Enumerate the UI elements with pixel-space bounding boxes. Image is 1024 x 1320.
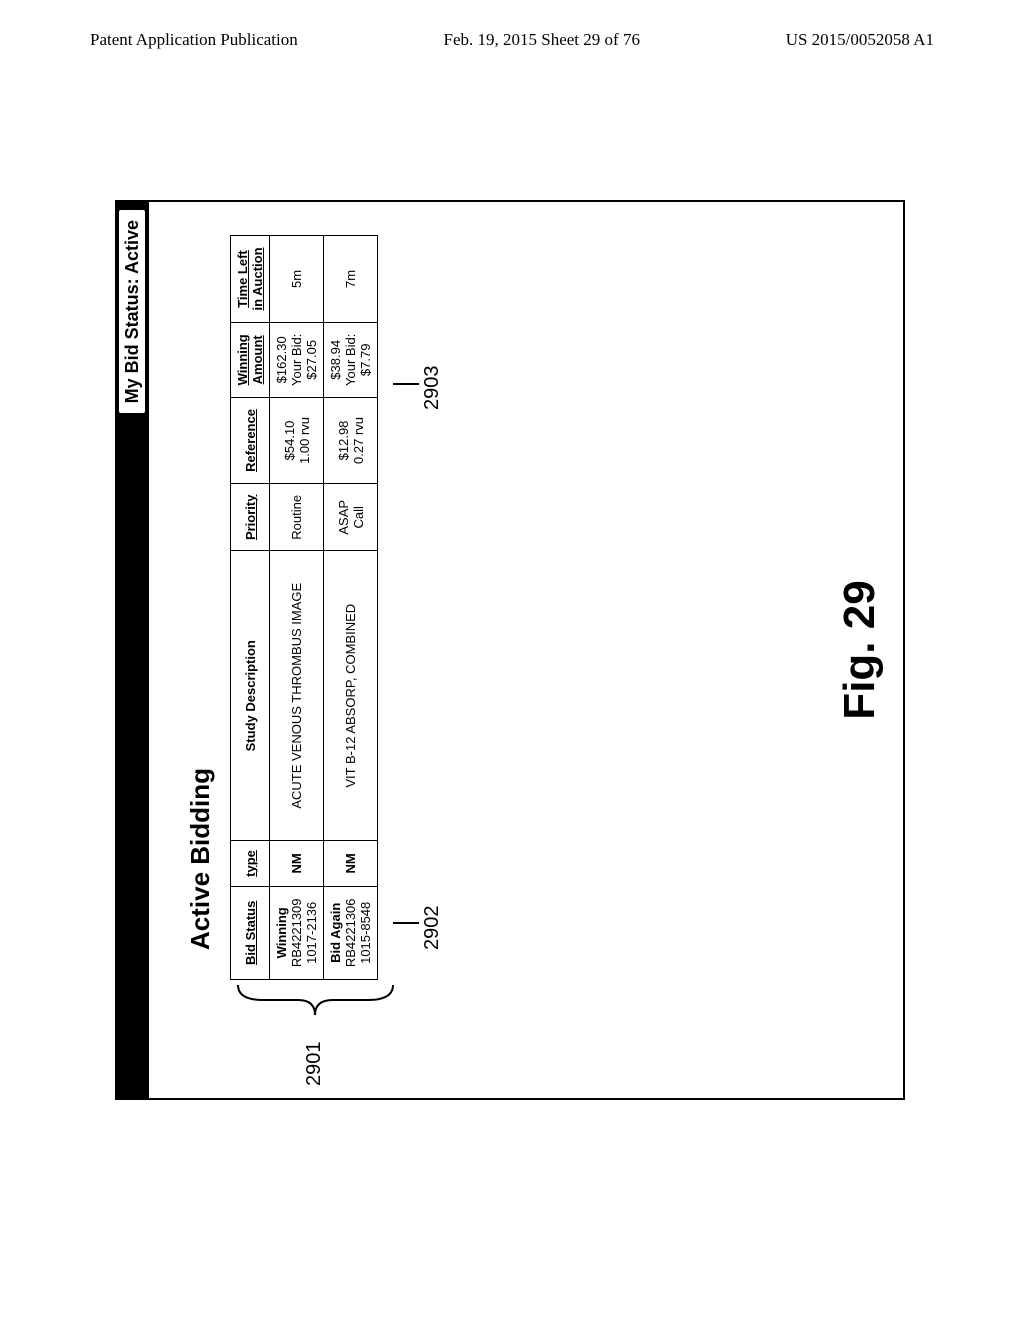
pub-number: US 2015/0052058 A1 [786, 30, 934, 50]
figure-caption: Fig. 29 [835, 200, 885, 1100]
bid-table: Bid Status type Study Description Priori… [230, 235, 378, 980]
leader-line-2903 [393, 383, 419, 385]
table-row: Bid Again RB4221306 1015-8548 NM VIT B-1… [324, 236, 378, 980]
callout-2901: 2901 [303, 1042, 326, 1087]
status-bar: My Bid Status: Active [115, 200, 149, 1100]
cell-reference: $54.10 1.00 rvu [270, 397, 324, 484]
table-row: Winning RB4221309 1017-2136 NM ACUTE VEN… [270, 236, 324, 980]
col-type: type [231, 841, 270, 886]
col-bid-status: Bid Status [231, 886, 270, 979]
col-priority: Priority [231, 484, 270, 551]
cell-bid-status: Bid Again RB4221306 1015-8548 [324, 886, 378, 979]
cell-priority: Routine [270, 484, 324, 551]
cell-timeleft: 5m [270, 236, 324, 323]
col-reference: Reference [231, 397, 270, 484]
date-sheet: Feb. 19, 2015 Sheet 29 of 76 [444, 30, 640, 50]
cell-priority: ASAP Call [324, 484, 378, 551]
pub-label: Patent Application Publication [90, 30, 298, 50]
callout-2903: 2903 [421, 366, 444, 411]
col-winning: WinningAmount [231, 323, 270, 398]
cell-timeleft: 7m [324, 236, 378, 323]
cell-study: ACUTE VENOUS THROMBUS IMAGE [270, 551, 324, 841]
cell-winning: $162.30 Your Bid: $27.05 [270, 323, 324, 398]
cell-winning: $38.94 Your Bid: $7.79 [324, 323, 378, 398]
cell-bid-status: Winning RB4221309 1017-2136 [270, 886, 324, 979]
cell-study: VIT B-12 ABSORP, COMBINED [324, 551, 378, 841]
figure-content: My Bid Status: Active Active Bidding 290… [115, 200, 905, 1100]
col-timeleft: Time Leftin Auction [231, 236, 270, 323]
table-header-row: Bid Status type Study Description Priori… [231, 236, 270, 980]
cell-type: NM [270, 841, 324, 886]
bid-table-wrap: Bid Status type Study Description Priori… [230, 235, 378, 980]
curly-brace-icon [233, 980, 398, 1040]
page-header: Patent Application Publication Feb. 19, … [0, 0, 1024, 60]
col-study: Study Description [231, 551, 270, 841]
cell-type: NM [324, 841, 378, 886]
section-title: Active Bidding [185, 768, 216, 950]
leader-line-2902 [393, 922, 419, 924]
callout-2902: 2902 [421, 906, 444, 951]
bid-status-pill: My Bid Status: Active [119, 210, 145, 413]
figure-frame: My Bid Status: Active Active Bidding 290… [115, 200, 905, 1100]
cell-reference: $12.98 0.27 rvu [324, 397, 378, 484]
